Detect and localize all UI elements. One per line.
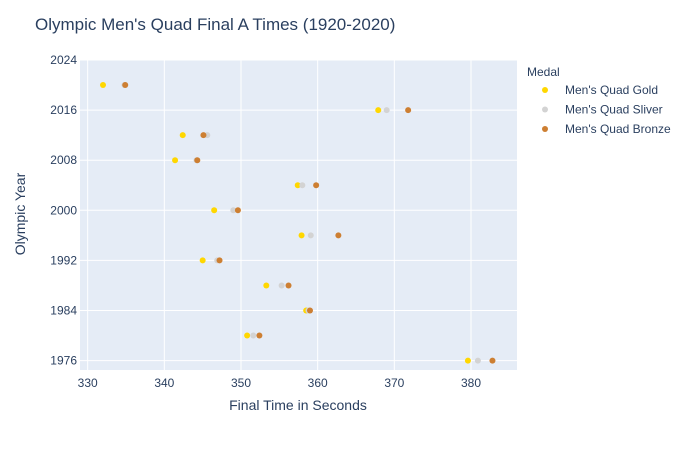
axis-ticks: 330 340 350 360 370 380 1976 1984 1992 2000 2008 20…	[50, 53, 481, 390]
data-point-bronze	[335, 232, 342, 239]
data-point-gold	[179, 132, 186, 139]
y-tick-label: 1992	[50, 253, 77, 267]
data-point-gold	[375, 107, 382, 114]
legend: Medal Men's Quad Gold Men's Quad Sliver Me…	[527, 65, 671, 136]
data-point-silver	[230, 207, 237, 214]
y-tick-label: 2024	[50, 53, 77, 67]
x-tick-label: 340	[154, 376, 174, 390]
data-point-bronze	[307, 307, 313, 314]
legend-label: Men's Quad Sliver	[565, 103, 663, 117]
data-point-gold	[100, 82, 106, 89]
legend-label: Men's Quad Bronze	[565, 122, 671, 136]
data-point-bronze	[313, 182, 320, 189]
legend-title: Medal	[527, 65, 560, 79]
y-tick-label: 2000	[50, 203, 77, 217]
x-tick-label: 360	[308, 376, 328, 390]
data-point-bronze	[405, 107, 412, 114]
grid-lines	[80, 59, 517, 370]
data-points	[100, 82, 496, 364]
data-point-silver	[307, 232, 314, 239]
data-point-bronze	[234, 207, 241, 214]
data-point-bronze	[256, 332, 263, 339]
data-point-silver	[278, 282, 285, 289]
data-point-gold	[199, 257, 206, 264]
x-tick-label: 370	[384, 376, 404, 390]
chart-title: Olympic Men's Quad Final A Times (1920-2…	[35, 15, 395, 34]
data-point-gold	[263, 282, 270, 289]
data-point-gold	[294, 182, 301, 189]
data-point-bronze	[194, 157, 201, 164]
legend-marker	[542, 106, 548, 113]
legend-marker	[542, 126, 548, 132]
data-point-silver	[250, 332, 257, 339]
y-tick-label: 1976	[50, 354, 77, 368]
data-point-gold	[211, 207, 218, 214]
data-point-gold	[172, 157, 179, 164]
y-tick-label: 1984	[50, 304, 77, 318]
data-point-bronze	[200, 132, 207, 139]
y-tick-label: 2016	[50, 103, 77, 117]
data-point-bronze	[285, 282, 292, 289]
legend-marker	[542, 87, 548, 93]
data-point-bronze	[122, 82, 129, 89]
y-axis-title: Olympic Year	[12, 172, 28, 255]
x-tick-label: 330	[78, 376, 98, 390]
data-point-gold	[244, 332, 251, 339]
x-axis-title: Final Time in Seconds	[229, 397, 367, 413]
y-tick-label: 2008	[50, 153, 77, 167]
data-point-gold	[464, 357, 471, 364]
data-point-silver	[474, 357, 481, 364]
data-point-bronze	[216, 257, 223, 264]
data-point-bronze	[489, 357, 496, 364]
legend-label: Men's Quad Gold	[565, 83, 658, 97]
data-point-silver	[299, 182, 306, 189]
data-point-gold	[298, 232, 305, 239]
x-tick-label: 350	[231, 376, 251, 390]
plot-area	[80, 60, 517, 370]
data-point-silver	[383, 107, 390, 114]
x-tick-label: 380	[461, 376, 481, 390]
